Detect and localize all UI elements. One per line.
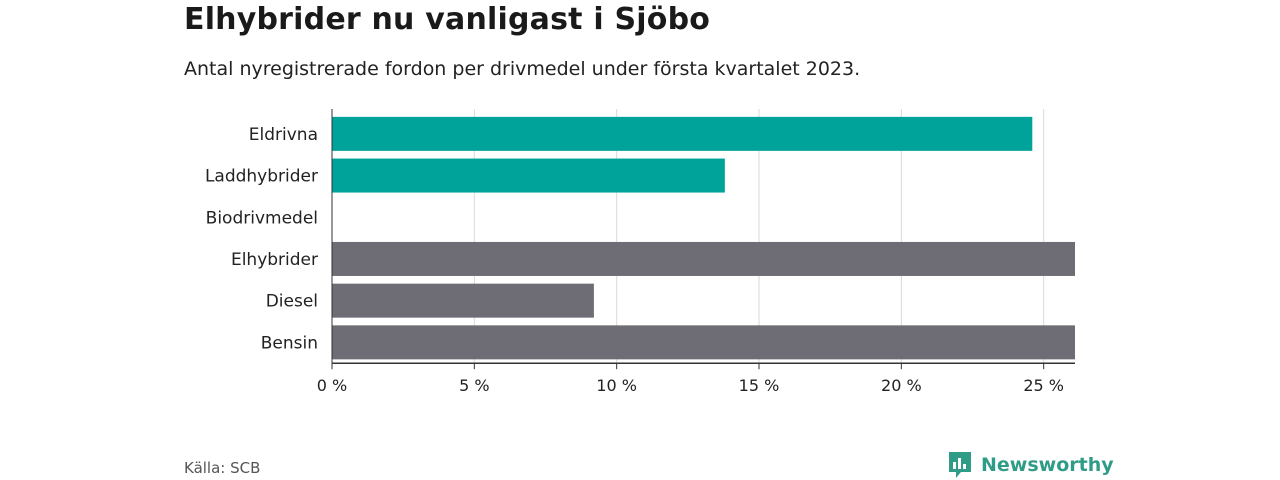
category-label: Eldrivna [249, 125, 318, 145]
category-label: Laddhybrider [205, 167, 318, 187]
x-tick-label: 0 % [317, 376, 347, 395]
category-label: Diesel [266, 292, 318, 312]
category-label: Biodrivmedel [206, 208, 318, 228]
bar-laddhybrider [332, 158, 725, 193]
source-note: Källa: SCB [184, 459, 261, 477]
chart-subtitle: Antal nyregistrerade fordon per drivmede… [184, 58, 861, 80]
bar-diesel [332, 283, 594, 318]
bar-eldrivna [332, 116, 1033, 151]
bar-bensin [332, 325, 1075, 360]
brand-name: Newsworthy [981, 454, 1114, 476]
bars [332, 116, 1075, 360]
x-tick-label: 5 % [459, 376, 489, 395]
category-label: Bensin [261, 333, 318, 353]
chart-title: Elhybrider nu vanligast i Sjöbo [184, 2, 711, 37]
x-tick-label: 25 % [1023, 376, 1064, 395]
x-tick-label: 20 % [881, 376, 922, 395]
category-label: Elhybrider [231, 250, 318, 270]
x-axis: 0 % 5 % 10 % 15 % 20 % 25 % [317, 109, 1075, 395]
bar-elhybrider [332, 241, 1075, 276]
grid-lines [473, 109, 1045, 364]
brand-logo: Newsworthy [947, 451, 1114, 479]
newsworthy-logo-icon [949, 452, 971, 478]
category-labels: Eldrivna Laddhybrider Biodrivmedel Elhybrid… [205, 125, 318, 354]
x-tick-label: 15 % [739, 376, 780, 395]
bar-chart: Eldrivna Laddhybrider Biodrivmedel Elhybrid… [205, 109, 1075, 395]
x-tick-label: 10 % [596, 376, 637, 395]
